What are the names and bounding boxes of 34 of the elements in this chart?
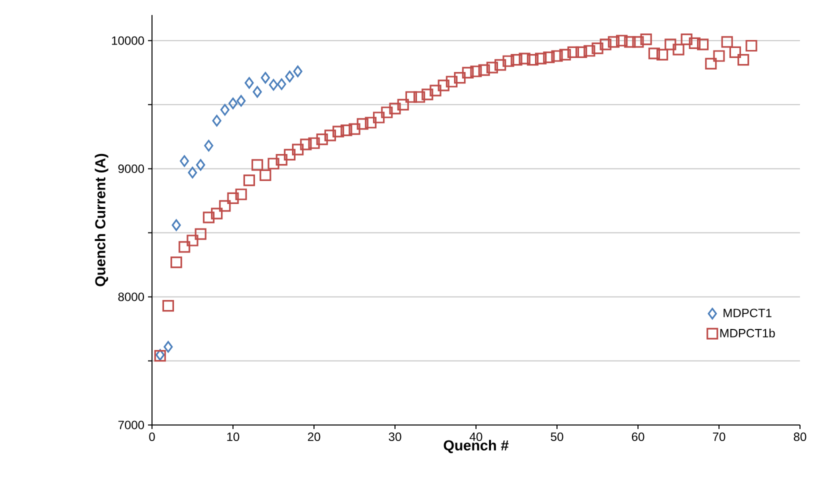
x-tick-label: 50	[550, 432, 564, 442]
x-tick-label: 40	[470, 432, 482, 442]
y-tick-label: 8000	[118, 292, 144, 302]
x-tick-label: 70	[712, 432, 726, 442]
point	[236, 95, 246, 107]
point	[220, 104, 230, 116]
point	[277, 78, 286, 90]
point	[196, 159, 206, 171]
point	[188, 166, 198, 178]
legend-label: MDPCT1	[724, 308, 772, 318]
point	[293, 66, 302, 78]
point	[172, 219, 181, 231]
x-tick-label: 20	[308, 432, 320, 442]
x-tick-label: 10	[227, 432, 240, 442]
point	[260, 72, 270, 84]
point	[212, 114, 222, 127]
point	[244, 77, 254, 89]
point	[164, 341, 173, 353]
y-tick-label: 7000	[118, 420, 144, 430]
y-tick-label: 10000	[112, 36, 144, 45]
legend-label: MDPCT1b	[720, 328, 775, 338]
point	[252, 86, 262, 98]
point	[204, 140, 214, 152]
x-tick-label: 0	[149, 432, 155, 442]
x-tick-label: 80	[794, 432, 806, 442]
y-tick-label: 9000	[118, 164, 144, 173]
x-tick-label: 60	[632, 432, 644, 442]
x-axis-title: Quench #	[444, 440, 509, 454]
point	[285, 70, 294, 82]
y-axis-title: Quench Current (A)	[94, 154, 108, 286]
point	[268, 79, 278, 91]
point	[228, 98, 238, 110]
point	[180, 155, 189, 167]
x-tick-label: 30	[388, 432, 402, 442]
